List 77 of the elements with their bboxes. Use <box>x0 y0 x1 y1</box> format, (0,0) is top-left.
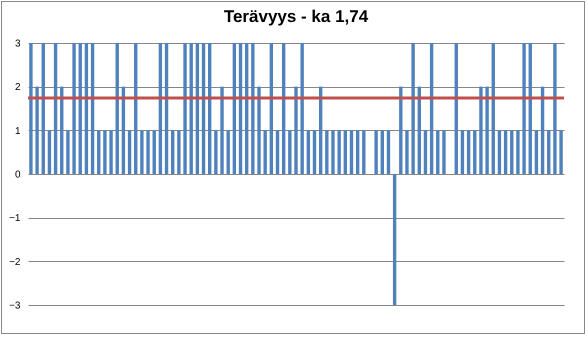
y-tick-label: 1 <box>14 126 21 137</box>
bar <box>411 43 415 174</box>
bar <box>190 43 193 174</box>
bar <box>282 43 286 174</box>
bar <box>325 130 329 174</box>
bar <box>60 86 64 174</box>
y-tick-label: −1 <box>9 213 21 224</box>
bar <box>460 130 464 174</box>
bar <box>559 130 563 174</box>
bar <box>78 43 82 174</box>
bar <box>540 86 544 174</box>
bar <box>42 43 45 174</box>
chart-title: Terävyys - ka 1,74 <box>224 7 369 26</box>
y-tick-label: −2 <box>9 256 21 268</box>
y-tick-label: 2 <box>14 82 21 94</box>
bar <box>300 43 304 174</box>
bar <box>380 130 384 174</box>
bar <box>251 43 255 174</box>
y-tick-label: 3 <box>14 38 21 50</box>
bar <box>140 130 144 174</box>
bar <box>356 130 360 174</box>
bar <box>226 130 230 174</box>
bar <box>244 43 248 174</box>
bar <box>436 130 440 174</box>
bar <box>344 130 348 174</box>
bar <box>177 130 181 174</box>
bar <box>158 43 162 174</box>
bar <box>392 174 396 305</box>
bar <box>208 43 212 174</box>
bar <box>374 130 378 174</box>
bar <box>522 43 526 174</box>
bar <box>232 43 236 174</box>
bar <box>362 130 366 174</box>
bar <box>48 130 52 174</box>
bar <box>492 43 495 174</box>
bar <box>134 43 138 174</box>
bar <box>29 43 33 174</box>
bar <box>122 86 126 174</box>
bar <box>66 130 70 174</box>
bar <box>516 130 520 174</box>
bar <box>128 130 132 174</box>
bar <box>214 130 218 174</box>
bar <box>485 86 489 174</box>
bar <box>152 130 156 174</box>
bar <box>337 130 341 174</box>
bar <box>72 43 76 174</box>
bar <box>510 130 514 174</box>
bar <box>553 43 557 174</box>
bar <box>288 130 292 174</box>
bar <box>318 86 322 174</box>
bar <box>399 86 402 174</box>
bar <box>270 43 274 174</box>
bar <box>454 43 458 174</box>
bar <box>430 43 434 174</box>
bar <box>84 43 88 174</box>
bar <box>263 130 267 174</box>
bar <box>528 43 532 174</box>
bar <box>504 130 508 174</box>
bar <box>479 86 483 174</box>
bar <box>54 43 58 174</box>
y-tick-label: −3 <box>9 300 21 312</box>
bar <box>109 130 113 174</box>
bar <box>196 43 200 174</box>
bar <box>116 43 119 174</box>
y-tick-label: 0 <box>14 170 21 180</box>
bar <box>97 130 100 174</box>
bar <box>498 130 502 174</box>
bar <box>90 43 94 174</box>
bar <box>466 130 470 174</box>
bar <box>171 130 174 174</box>
bar <box>534 130 538 174</box>
bar <box>35 86 39 174</box>
bar <box>306 130 310 174</box>
bar <box>473 130 476 174</box>
bar <box>418 86 421 174</box>
bar <box>547 130 550 174</box>
bar <box>103 130 107 174</box>
